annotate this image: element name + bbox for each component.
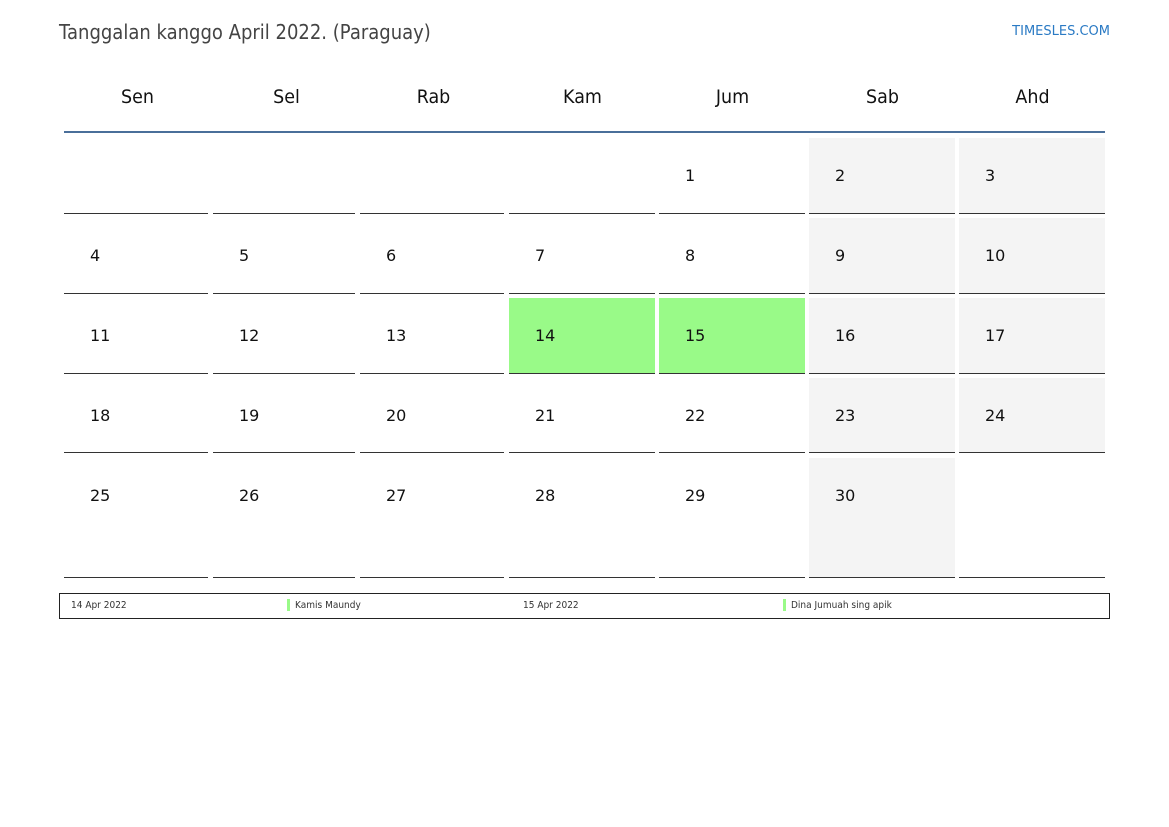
day-cell bbox=[959, 458, 1105, 578]
day-number: 29 bbox=[685, 486, 706, 505]
weekday-sab: Sab bbox=[866, 86, 899, 108]
day-number: 21 bbox=[535, 406, 556, 425]
day-number: 14 bbox=[535, 326, 556, 345]
day-cell[interactable]: 28 bbox=[509, 458, 655, 578]
weekday-rab: Rab bbox=[416, 86, 451, 108]
day-cell[interactable]: 1 bbox=[659, 138, 805, 214]
day-cell[interactable]: 21 bbox=[509, 378, 655, 453]
day-number: 24 bbox=[985, 406, 1006, 425]
holiday-color-marker bbox=[287, 599, 290, 611]
legend-holiday-name: Dina Jumuah sing apik bbox=[791, 600, 892, 611]
day-cell[interactable]: 17 bbox=[959, 298, 1105, 374]
day-number: 22 bbox=[685, 406, 706, 425]
day-number: 7 bbox=[535, 246, 546, 265]
day-cell[interactable]: 24 bbox=[959, 378, 1105, 453]
holiday-legend: 14 Apr 2022 Kamis Maundy 15 Apr 2022 Din… bbox=[59, 593, 1110, 619]
day-cell[interactable]: 9 bbox=[809, 218, 955, 294]
weekday-sel: Sel bbox=[273, 86, 300, 108]
day-cell[interactable]: 5 bbox=[213, 218, 355, 294]
day-cell bbox=[360, 138, 504, 214]
weekday-sen: Sen bbox=[121, 86, 154, 108]
day-number: 15 bbox=[685, 326, 706, 345]
day-cell[interactable]: 23 bbox=[809, 378, 955, 453]
day-number: 1 bbox=[685, 166, 696, 185]
day-number: 26 bbox=[239, 486, 260, 505]
day-number: 30 bbox=[835, 486, 856, 505]
day-cell[interactable]: 20 bbox=[360, 378, 504, 453]
day-number: 3 bbox=[985, 166, 996, 185]
day-number: 11 bbox=[90, 326, 111, 345]
day-cell[interactable]: 12 bbox=[213, 298, 355, 374]
day-number: 16 bbox=[835, 326, 856, 345]
day-cell bbox=[509, 138, 655, 214]
day-number: 19 bbox=[239, 406, 260, 425]
day-cell[interactable]: 10 bbox=[959, 218, 1105, 294]
day-cell[interactable]: 6 bbox=[360, 218, 504, 294]
day-cell[interactable]: 13 bbox=[360, 298, 504, 374]
day-cell[interactable]: 2 bbox=[809, 138, 955, 214]
day-cell[interactable]: 7 bbox=[509, 218, 655, 294]
day-number: 13 bbox=[386, 326, 407, 345]
day-number: 8 bbox=[685, 246, 696, 265]
day-cell[interactable]: 27 bbox=[360, 458, 504, 578]
day-number: 2 bbox=[835, 166, 846, 185]
header-divider bbox=[64, 131, 1105, 133]
day-cell[interactable]: 18 bbox=[64, 378, 208, 453]
day-number: 10 bbox=[985, 246, 1006, 265]
day-cell[interactable]: 8 bbox=[659, 218, 805, 294]
day-cell[interactable]: 25 bbox=[64, 458, 208, 578]
day-number: 28 bbox=[535, 486, 556, 505]
day-number: 18 bbox=[90, 406, 111, 425]
day-cell[interactable]: 29 bbox=[659, 458, 805, 578]
legend-date: 15 Apr 2022 bbox=[523, 600, 579, 611]
day-number: 4 bbox=[90, 246, 101, 265]
day-number: 25 bbox=[90, 486, 111, 505]
day-cell[interactable]: 26 bbox=[213, 458, 355, 578]
day-number: 23 bbox=[835, 406, 856, 425]
day-number: 6 bbox=[386, 246, 397, 265]
day-number: 27 bbox=[386, 486, 407, 505]
day-cell[interactable]: 22 bbox=[659, 378, 805, 453]
weekday-kam: Kam bbox=[563, 86, 602, 108]
day-cell[interactable]: 16 bbox=[809, 298, 955, 374]
day-number: 17 bbox=[985, 326, 1006, 345]
day-cell bbox=[213, 138, 355, 214]
day-cell bbox=[64, 138, 208, 214]
legend-holiday-name: Kamis Maundy bbox=[295, 600, 361, 611]
holiday-color-marker bbox=[783, 599, 786, 611]
day-cell[interactable]: 15 bbox=[659, 298, 805, 374]
day-cell[interactable]: 14 bbox=[509, 298, 655, 374]
page-title: Tanggalan kanggo April 2022. (Paraguay) bbox=[59, 20, 431, 44]
day-number: 9 bbox=[835, 246, 846, 265]
day-number: 12 bbox=[239, 326, 260, 345]
day-cell[interactable]: 3 bbox=[959, 138, 1105, 214]
day-number: 20 bbox=[386, 406, 407, 425]
site-link[interactable]: TIMESLES.COM bbox=[1012, 24, 1110, 39]
day-cell[interactable]: 11 bbox=[64, 298, 208, 374]
day-cell[interactable]: 30 bbox=[809, 458, 955, 578]
legend-date: 14 Apr 2022 bbox=[71, 600, 127, 611]
day-cell[interactable]: 19 bbox=[213, 378, 355, 453]
weekday-jum: Jum bbox=[715, 86, 750, 108]
weekday-ahd: Ahd bbox=[1015, 86, 1050, 108]
day-number: 5 bbox=[239, 246, 250, 265]
day-cell[interactable]: 4 bbox=[64, 218, 208, 294]
